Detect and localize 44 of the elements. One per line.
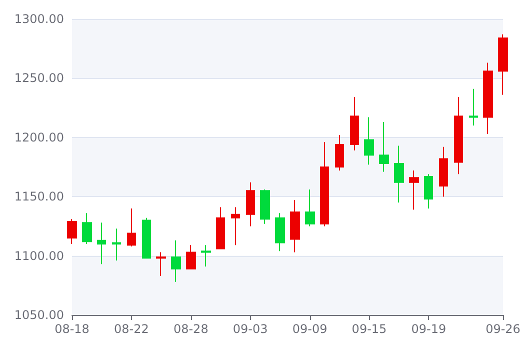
x-tick-label: 08-18 [54, 322, 90, 336]
candlestick [201, 244, 211, 267]
x-tick-label: 09-19 [411, 322, 446, 336]
x-tick-label: 08-28 [173, 322, 208, 336]
y-tick-label: 1100.00 [14, 248, 64, 263]
candlestick [379, 122, 389, 172]
candlestick [186, 244, 196, 270]
x-tick-label: 09-15 [352, 322, 387, 336]
candlestick [112, 228, 121, 262]
candlestick [469, 88, 478, 126]
x-tick-label: 08-22 [114, 322, 149, 336]
candlestick [246, 182, 255, 227]
candlestick [394, 145, 404, 204]
y-tick-label: 1300.00 [14, 12, 64, 26]
candlestick [498, 34, 508, 96]
candlestick [97, 222, 106, 265]
candlestick [350, 96, 359, 151]
candlestick [320, 142, 329, 227]
candlestick [216, 206, 225, 250]
candlestick [127, 208, 136, 247]
x-tick-label: 09-09 [292, 322, 328, 336]
candlestick [156, 252, 166, 276]
candlestick [275, 212, 285, 252]
candlestick [67, 218, 77, 244]
candlestick [335, 134, 344, 172]
y-tick-label: 1200.00 [14, 130, 64, 144]
candlestick [483, 62, 493, 134]
x-tick-label: 09-03 [232, 322, 268, 336]
y-tick-label: 1250.00 [14, 71, 64, 86]
candlestick [409, 170, 419, 210]
y-tick-label: 1050.00 [14, 308, 64, 322]
candlestick [290, 200, 300, 253]
candlestick [231, 206, 240, 246]
y-tick-label: 1150.00 [14, 190, 64, 204]
candlestick [142, 217, 151, 259]
candlestick [171, 240, 181, 282]
candlestick [305, 188, 315, 227]
x-tick-label: 09-26 [486, 322, 520, 336]
candlestick [424, 174, 433, 209]
candlestick [439, 146, 448, 198]
candlestick [454, 96, 463, 175]
candlestick [260, 188, 270, 224]
candlestick [82, 212, 92, 244]
candlestick [364, 116, 374, 166]
